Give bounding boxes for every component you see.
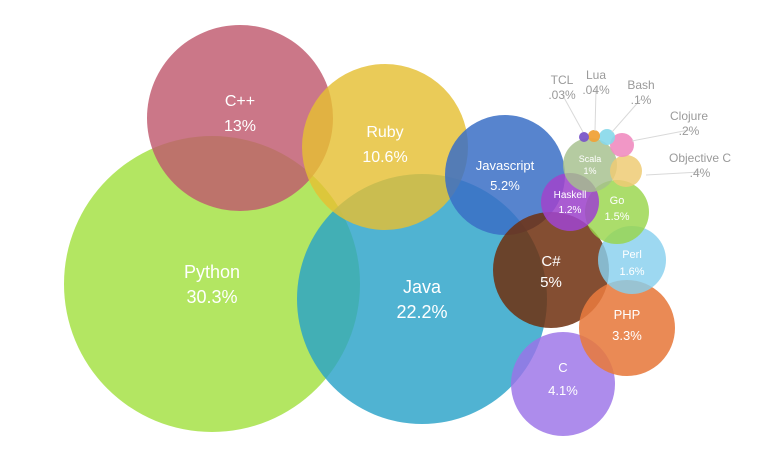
- bubble-label-c: C++: [225, 93, 255, 110]
- bubble-value-c: 4.1%: [548, 383, 578, 398]
- callout-value-objective-c: .4%: [690, 166, 711, 180]
- callout-label-lua: Lua: [586, 68, 606, 82]
- bubble-c: [511, 332, 615, 436]
- bubble-value-go: 1.5%: [604, 211, 629, 223]
- bubble-value-php: 3.3%: [612, 328, 642, 343]
- callout-value-tcl: .03%: [548, 88, 576, 102]
- bubble-label-javascript: Javascript: [476, 158, 535, 173]
- bubble-value-scala: 1%: [583, 166, 596, 176]
- bubble-value-haskell: 1.2%: [559, 205, 582, 216]
- bubble-value-ruby: 10.6%: [362, 149, 407, 166]
- bubble-ruby: [302, 64, 468, 230]
- bubble-label-java: Java: [403, 277, 442, 297]
- bubble-value-javascript: 5.2%: [490, 178, 520, 193]
- callout-value-lua: .04%: [582, 83, 610, 97]
- callout-line-tcl: [561, 93, 584, 133]
- bubble-value-perl: 1.6%: [619, 266, 644, 278]
- bubble-value-c: 13%: [224, 118, 256, 135]
- bubbles-layer: [64, 25, 675, 436]
- callout-line-bash: [611, 98, 642, 133]
- bubble-python: [64, 136, 360, 432]
- bubble-objective-c: [610, 155, 642, 187]
- callout-label-clojure: Clojure: [670, 109, 708, 123]
- callout-line-lua: [594, 88, 597, 132]
- bubble-label-c: C#: [541, 253, 561, 270]
- bubble-label-python: Python: [184, 262, 240, 282]
- bubble-label-ruby: Ruby: [366, 124, 403, 141]
- bubble-value-java: 22.2%: [396, 302, 447, 322]
- bubble-php: [579, 280, 675, 376]
- bubble-label-scala: Scala: [579, 154, 602, 164]
- callout-label-tcl: TCL: [551, 73, 574, 87]
- callout-label-objective-c: Objective C: [669, 151, 731, 165]
- bubble-label-haskell: Haskell: [554, 190, 587, 201]
- bubble-scala: [563, 138, 617, 192]
- bubble-clojure: [610, 133, 634, 157]
- bubble-value-c: 5%: [540, 274, 562, 291]
- callouts-layer: [561, 88, 701, 176]
- bubble-value-python: 30.3%: [186, 287, 237, 307]
- bubble-javascript: [445, 115, 565, 235]
- callout-label-bash: Bash: [627, 78, 654, 92]
- callout-value-clojure: .2%: [679, 124, 700, 138]
- bubble-java: [297, 174, 547, 424]
- labels-layer: Python 30.3% Java 22.2% C++ 13% Ruby 10.6% Javas…: [184, 68, 731, 398]
- bubble-label-perl: Perl: [622, 249, 642, 261]
- bubble-label-php: PHP: [614, 307, 641, 322]
- bubble-c: [147, 25, 333, 211]
- bubble-go: [585, 180, 649, 244]
- bubble-bash: [599, 129, 615, 145]
- callout-line-objective-c: [645, 171, 701, 176]
- bubble-lua: [588, 130, 600, 142]
- bubble-label-go: Go: [610, 195, 625, 207]
- bubble-c: [493, 212, 609, 328]
- callout-value-bash: .1%: [631, 93, 652, 107]
- callout-line-clojure: [631, 129, 690, 142]
- bubble-label-c: C: [558, 360, 567, 375]
- bubble-tcl: [579, 132, 589, 142]
